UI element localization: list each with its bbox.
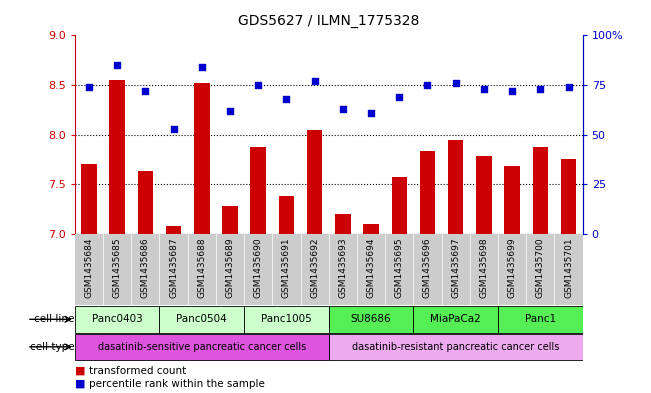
Point bbox=[507, 88, 518, 94]
Text: GSM1435693: GSM1435693 bbox=[339, 237, 348, 298]
Bar bbox=[244, 306, 329, 332]
Text: GSM1435685: GSM1435685 bbox=[113, 237, 122, 298]
Bar bbox=[307, 130, 322, 234]
Bar bbox=[159, 306, 244, 332]
Bar bbox=[533, 147, 548, 234]
Bar bbox=[272, 234, 301, 305]
Text: dasatinib-resistant pancreatic cancer cells: dasatinib-resistant pancreatic cancer ce… bbox=[352, 342, 559, 352]
Bar bbox=[75, 306, 159, 332]
Point bbox=[394, 94, 404, 100]
Text: GSM1435698: GSM1435698 bbox=[479, 237, 488, 298]
Bar bbox=[81, 164, 97, 234]
Text: GSM1435695: GSM1435695 bbox=[395, 237, 404, 298]
Bar bbox=[166, 226, 182, 234]
Text: GSM1435691: GSM1435691 bbox=[282, 237, 291, 298]
Text: Panc0403: Panc0403 bbox=[92, 314, 143, 324]
Point bbox=[225, 108, 235, 114]
Point bbox=[563, 84, 574, 90]
Bar bbox=[109, 80, 125, 234]
Text: transformed count: transformed count bbox=[89, 366, 186, 376]
Point bbox=[112, 62, 122, 68]
Text: Panc1005: Panc1005 bbox=[261, 314, 312, 324]
Text: GSM1435688: GSM1435688 bbox=[197, 237, 206, 298]
Bar bbox=[561, 160, 576, 234]
Bar bbox=[420, 151, 436, 234]
Bar bbox=[470, 234, 498, 305]
Bar bbox=[363, 224, 379, 234]
Text: ■: ■ bbox=[75, 379, 85, 389]
Point bbox=[535, 86, 546, 92]
Text: GSM1435694: GSM1435694 bbox=[367, 237, 376, 298]
Bar bbox=[279, 196, 294, 234]
Bar bbox=[329, 334, 583, 360]
Point bbox=[478, 86, 489, 92]
Point bbox=[84, 84, 94, 90]
Bar bbox=[251, 147, 266, 234]
Text: GSM1435700: GSM1435700 bbox=[536, 237, 545, 298]
Text: GSM1435696: GSM1435696 bbox=[423, 237, 432, 298]
Bar bbox=[159, 234, 187, 305]
Bar bbox=[137, 171, 153, 234]
Bar bbox=[75, 334, 329, 360]
Point bbox=[338, 106, 348, 112]
Bar bbox=[329, 306, 413, 332]
Text: GSM1435701: GSM1435701 bbox=[564, 237, 573, 298]
Bar bbox=[187, 234, 216, 305]
Text: GSM1435689: GSM1435689 bbox=[225, 237, 234, 298]
Text: GSM1435697: GSM1435697 bbox=[451, 237, 460, 298]
Bar bbox=[103, 234, 132, 305]
Bar bbox=[413, 234, 441, 305]
Point bbox=[253, 82, 264, 88]
Bar bbox=[132, 234, 159, 305]
Text: GSM1435699: GSM1435699 bbox=[508, 237, 517, 298]
Bar bbox=[222, 206, 238, 234]
Bar bbox=[75, 234, 103, 305]
Bar bbox=[448, 140, 464, 234]
Text: cell line: cell line bbox=[34, 314, 74, 324]
Bar bbox=[385, 234, 413, 305]
Bar bbox=[498, 306, 583, 332]
Bar bbox=[301, 234, 329, 305]
Text: percentile rank within the sample: percentile rank within the sample bbox=[89, 379, 265, 389]
Bar bbox=[476, 156, 492, 234]
Point bbox=[140, 88, 150, 94]
Bar bbox=[335, 214, 351, 234]
Point bbox=[197, 64, 207, 70]
Text: Panc1: Panc1 bbox=[525, 314, 556, 324]
Bar bbox=[391, 177, 407, 234]
Text: GSM1435684: GSM1435684 bbox=[85, 237, 94, 298]
Point bbox=[450, 80, 461, 86]
Bar bbox=[413, 306, 498, 332]
Text: Panc0504: Panc0504 bbox=[176, 314, 227, 324]
Bar bbox=[244, 234, 272, 305]
Bar bbox=[329, 234, 357, 305]
Point bbox=[169, 125, 179, 132]
Text: SU8686: SU8686 bbox=[351, 314, 391, 324]
Bar bbox=[441, 234, 470, 305]
Text: dasatinib-sensitive pancreatic cancer cells: dasatinib-sensitive pancreatic cancer ce… bbox=[98, 342, 306, 352]
Point bbox=[281, 96, 292, 102]
Text: GDS5627 / ILMN_1775328: GDS5627 / ILMN_1775328 bbox=[238, 13, 419, 28]
Bar bbox=[526, 234, 555, 305]
Bar bbox=[357, 234, 385, 305]
Text: ■: ■ bbox=[75, 366, 85, 376]
Text: GSM1435686: GSM1435686 bbox=[141, 237, 150, 298]
Point bbox=[422, 82, 433, 88]
Bar bbox=[498, 234, 526, 305]
Bar bbox=[216, 234, 244, 305]
Text: cell type: cell type bbox=[30, 342, 74, 352]
Text: GSM1435692: GSM1435692 bbox=[310, 237, 319, 298]
Point bbox=[366, 110, 376, 116]
Text: GSM1435687: GSM1435687 bbox=[169, 237, 178, 298]
Bar bbox=[555, 234, 583, 305]
Text: GSM1435690: GSM1435690 bbox=[254, 237, 263, 298]
Bar bbox=[194, 83, 210, 234]
Bar bbox=[505, 166, 520, 234]
Text: MiaPaCa2: MiaPaCa2 bbox=[430, 314, 481, 324]
Point bbox=[309, 78, 320, 84]
